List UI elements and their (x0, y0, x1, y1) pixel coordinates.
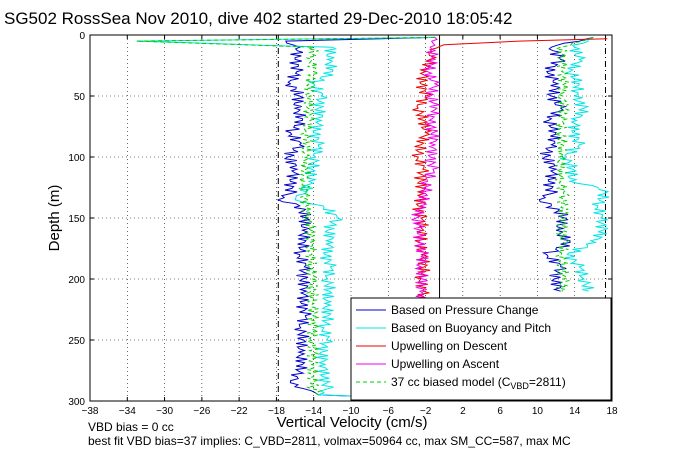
y-tick-label: 200 (68, 275, 85, 286)
x-axis-label: Vertical Velocity (cm/s) (277, 414, 428, 431)
x-tick-label: 10 (532, 406, 544, 417)
series-line-1 (136, 36, 435, 400)
x-tick-label: −34 (119, 406, 136, 417)
annotation-vbd-bias: VBD bias = 0 cc (88, 420, 174, 434)
x-tick-label: −10 (343, 406, 360, 417)
x-tick-label: −6 (383, 406, 395, 417)
x-tick-label: 14 (569, 406, 581, 417)
x-tick-label: 6 (497, 406, 503, 417)
chart-title: SG502 RossSea Nov 2010, dive 402 started… (4, 9, 512, 28)
y-tick-label: 150 (68, 214, 85, 225)
y-tick-label: 250 (68, 336, 85, 347)
x-tick-label: −30 (156, 406, 173, 417)
x-tick-label: 18 (606, 406, 618, 417)
y-tick-label: 100 (68, 153, 85, 164)
y-tick-label: 50 (74, 92, 86, 103)
x-tick-label: 2 (460, 406, 466, 417)
legend-entry-ascent: Upwelling on Ascent (391, 357, 500, 371)
legend-model-prefix: 37 cc biased model (C (391, 375, 511, 389)
legend-entry-descent: Upwelling on Descent (391, 339, 508, 353)
legend-entry-pressure: Based on Pressure Change (391, 303, 539, 317)
series-line-0 (277, 36, 435, 400)
y-axis-ticks: 0 50 100 150 200 250 300 (68, 31, 612, 408)
x-tick-label: −38 (82, 406, 99, 417)
legend-box (350, 297, 612, 401)
annotation-best-fit: best fit VBD bias=37 implies: C_VBD=2811… (88, 434, 571, 448)
legend: Based on Pressure Change Based on Buoyan… (350, 297, 612, 401)
legend-model-subscript: VBD (510, 381, 529, 391)
legend-model-suffix: =2811) (529, 375, 566, 389)
y-tick-label: 300 (68, 397, 85, 408)
x-tick-label: −26 (193, 406, 210, 417)
series-line-0 (538, 36, 594, 292)
series-layer (136, 36, 610, 400)
y-axis-label: Depth (m) (46, 185, 63, 252)
legend-entry-buoyancy: Based on Buoyancy and Pitch (391, 321, 551, 335)
series-line-3 (411, 37, 441, 304)
x-tick-label: −18 (268, 406, 285, 417)
x-axis-ticks: −38 −34 −30 −26 −22 −18 −14 −10 −6 −2 2 6 10 14 18 (82, 35, 618, 417)
y-tick-label: 0 (79, 31, 85, 42)
series-line-4 (554, 36, 594, 292)
x-tick-label: −2 (420, 406, 432, 417)
legend-entry-model: 37 cc biased model (CVBD=2811) (391, 375, 566, 391)
x-tick-label: −22 (231, 406, 248, 417)
x-tick-label: −14 (305, 406, 322, 417)
series-line-4 (136, 36, 435, 396)
